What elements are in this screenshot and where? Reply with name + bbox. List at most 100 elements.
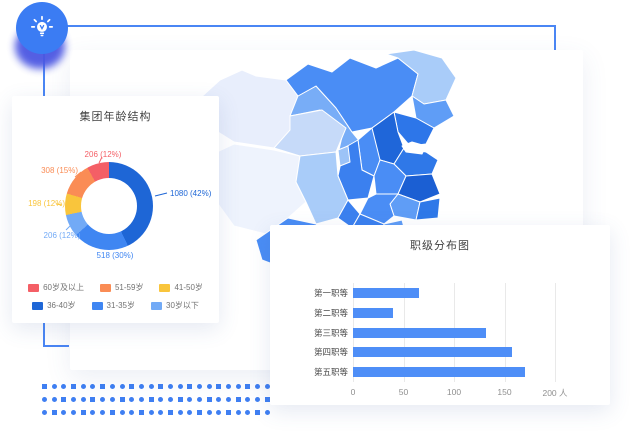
decor-dot bbox=[158, 410, 164, 415]
decor-dot bbox=[109, 397, 115, 402]
decor-dot bbox=[226, 410, 232, 415]
connector-line-horizontal bbox=[66, 25, 556, 27]
donut-value-label: 206 (12%) bbox=[84, 150, 122, 159]
x-tick-label: 0 bbox=[350, 387, 356, 397]
decor-dot bbox=[197, 397, 202, 402]
legend-swatch bbox=[32, 301, 44, 310]
province-zhejiang[interactable] bbox=[415, 197, 441, 221]
decor-dot bbox=[235, 384, 241, 389]
decor-dot bbox=[148, 410, 154, 415]
legend-swatch bbox=[159, 283, 171, 292]
decor-dot bbox=[138, 410, 144, 415]
legend-item[interactable]: 31-35岁 bbox=[91, 300, 136, 311]
legend-label: 36-40岁 bbox=[47, 301, 76, 310]
rank-distribution-card: 职级分布图 第一职等 第二职等 第三职等 第四职等 第五职等 0 50 100 150 200 … bbox=[270, 225, 610, 405]
decor-dot bbox=[264, 397, 270, 402]
decor-dot bbox=[61, 384, 67, 389]
bohai-bay-notch bbox=[401, 141, 427, 155]
decor-dot bbox=[80, 384, 86, 389]
decor-dot bbox=[255, 410, 261, 415]
decor-dot bbox=[206, 384, 212, 389]
decor-dot bbox=[255, 397, 261, 402]
decor-dot bbox=[216, 397, 222, 402]
decor-dot bbox=[187, 384, 193, 389]
category-label: 第五职等 bbox=[313, 367, 348, 378]
decor-dot bbox=[100, 410, 106, 415]
decor-dot bbox=[255, 384, 261, 389]
connector-line-vertical-right bbox=[554, 25, 556, 52]
decor-dot bbox=[158, 384, 164, 389]
decor-dot bbox=[42, 397, 47, 402]
decor-dot bbox=[245, 410, 251, 415]
decor-dot bbox=[138, 384, 144, 389]
decor-dot bbox=[226, 384, 232, 389]
rank-bar[interactable] bbox=[353, 287, 419, 298]
x-tick-label: 100 bbox=[446, 387, 462, 397]
legend-item[interactable]: 51-59岁 bbox=[99, 282, 144, 293]
decor-dot bbox=[167, 384, 173, 389]
decor-dot bbox=[216, 384, 222, 389]
rank-bar[interactable] bbox=[353, 327, 487, 338]
province-sichuan[interactable] bbox=[295, 151, 349, 225]
decor-dot bbox=[197, 384, 202, 389]
decor-dot bbox=[129, 410, 135, 415]
decor-dot bbox=[71, 397, 77, 402]
decor-dot bbox=[187, 397, 193, 402]
decor-dot bbox=[71, 384, 77, 389]
legend-swatch bbox=[28, 283, 40, 292]
legend-item[interactable]: 30岁以下 bbox=[151, 300, 199, 311]
age-chart-title: 集团年龄结构 bbox=[79, 111, 152, 123]
decor-dot bbox=[109, 384, 115, 389]
x-tick-label: 50 bbox=[398, 387, 409, 397]
x-tick-label: 200 人 bbox=[542, 388, 568, 398]
legend-item[interactable]: 41-50岁 bbox=[159, 282, 203, 293]
decor-dot bbox=[61, 397, 67, 402]
decor-dot bbox=[245, 397, 251, 402]
decor-dot bbox=[264, 410, 270, 415]
rank-chart-title: 职级分布图 bbox=[410, 240, 470, 252]
legend-label: 51-59岁 bbox=[114, 283, 144, 292]
decor-dot bbox=[42, 384, 47, 389]
decor-dot bbox=[61, 410, 67, 415]
rank-bar[interactable] bbox=[353, 347, 512, 358]
decor-dot bbox=[129, 397, 135, 402]
decor-dot bbox=[51, 397, 57, 402]
decor-dot bbox=[51, 384, 57, 389]
badge-circle[interactable] bbox=[16, 2, 68, 54]
donut-value-label: 198 (12%) bbox=[28, 199, 65, 208]
decor-dot bbox=[129, 384, 135, 389]
province-jiangsu[interactable] bbox=[397, 173, 441, 203]
decor-dot bbox=[119, 384, 125, 389]
decor-dot bbox=[90, 410, 96, 415]
rank-bar-plot bbox=[353, 283, 556, 382]
province-ningxia[interactable] bbox=[337, 145, 351, 167]
category-label: 第二职等 bbox=[313, 307, 348, 318]
decor-dot bbox=[197, 410, 202, 415]
donut-value-label: 308 (15%) bbox=[41, 166, 78, 175]
decor-dot bbox=[177, 397, 183, 402]
decor-dot bbox=[51, 410, 57, 415]
decor-dot bbox=[148, 384, 154, 389]
legend-swatch bbox=[99, 283, 111, 292]
decor-dot bbox=[226, 397, 232, 402]
legend-label: 31-35岁 bbox=[106, 301, 136, 310]
legend-swatch bbox=[151, 301, 163, 310]
legend-item[interactable]: 60岁及以上 bbox=[28, 282, 84, 293]
decor-dot bbox=[206, 397, 212, 402]
rank-bar[interactable] bbox=[353, 307, 394, 318]
age-chart-legend: 60岁及以上 51-59岁 41-50岁 36-40岁 31-35岁 30岁以下 bbox=[12, 282, 219, 318]
connector-line-vertical-badge bbox=[43, 52, 45, 98]
dots-pattern bbox=[42, 384, 275, 423]
decor-dot bbox=[90, 384, 96, 389]
decor-dot bbox=[42, 410, 47, 415]
category-label: 第三职等 bbox=[313, 327, 348, 338]
legend-swatch bbox=[91, 301, 103, 310]
decor-dot bbox=[177, 384, 183, 389]
corner-frame-decor bbox=[43, 321, 69, 347]
legend-item[interactable]: 36-40岁 bbox=[32, 300, 76, 311]
decor-dot bbox=[100, 397, 106, 402]
rank-bar[interactable] bbox=[353, 367, 525, 378]
decor-dot bbox=[245, 384, 251, 389]
gridline bbox=[555, 283, 556, 382]
